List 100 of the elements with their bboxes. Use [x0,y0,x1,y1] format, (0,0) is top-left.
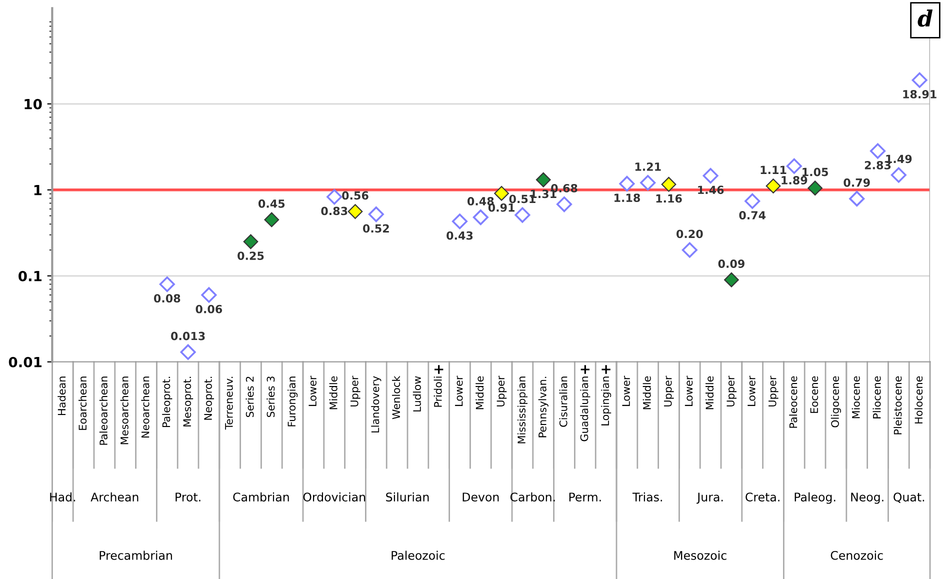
text: Had. [50,492,76,502]
point [514,207,530,223]
text: + [602,365,610,374]
point [326,189,342,205]
point [201,287,217,303]
x-tick-label: Cisuralian [559,376,568,427]
x-tick-label: Holocene [914,376,923,424]
text: Carbon. [510,492,555,502]
data-label: 0.91 [488,203,514,212]
text: Precambrian [100,550,172,560]
data-label: 1.89 [782,176,808,184]
point [180,344,196,360]
text: Creta. [746,492,780,502]
data-label: 18.91 [903,90,936,98]
x-tick-label: Series 3 [266,376,275,418]
data-label: 0.56 [342,191,368,200]
text: Prot. [176,492,200,502]
x-tick-label: Guadalupian [580,376,590,442]
text: Silurian [386,492,429,502]
point [724,272,739,288]
data-label: 0.48 [467,197,494,206]
data-label: 0.83 [321,206,348,216]
x-tick-label: Neoarchean [141,376,150,438]
x-tick-label: Lower [622,376,630,406]
point [368,206,384,222]
x-tick-label: Mesoarchean [120,376,128,444]
x-tick-label: Lower [308,376,316,406]
point [766,178,781,194]
x-tick-label: Oligocene [830,376,842,428]
text: Mesozoic [674,550,726,560]
x-tick-label: Eocene [810,376,818,413]
data-label: 1.21 [635,162,661,171]
x-tick-label: Pennsylvan. [538,376,548,438]
x-tick-label: Lopingian [601,376,612,426]
x-tick-label: Upper [768,376,778,406]
data-label: 0.79 [844,178,870,187]
point [452,214,468,230]
x-tick-label: Upper [664,376,674,406]
x-tick-label: Eoarchean [78,376,87,430]
text: Ordovician [303,492,366,502]
text: + [580,365,590,374]
text: Archean [90,492,138,502]
x-tick-label: Furongian [288,376,298,426]
x-tick-label: Middle [329,376,338,410]
point [243,234,258,250]
text: Neog. [851,492,884,504]
y-tick-label: 1 [34,185,42,196]
data-label: 0.45 [258,199,285,208]
point [786,158,802,174]
point [536,172,551,188]
text: Cambrian [233,492,289,502]
text: Perm. [569,492,601,502]
data-label: 1.49 [886,154,912,164]
x-tick-label: Lower [684,376,693,406]
text: Devon [462,492,499,502]
point [472,210,488,226]
y-tick-label: 10 [24,98,42,110]
data-label: 1.18 [614,194,640,202]
point [348,204,363,219]
data-label: 0.09 [718,260,744,268]
x-tick-label: Llandovery [371,376,382,432]
point [682,242,698,258]
point [808,180,822,196]
x-tick-label: Mesoprot. [183,376,194,426]
x-tick-label: Neoprot. [204,376,214,420]
data-label: 1.05 [802,168,828,176]
x-tick-label: Wenlock [392,376,400,420]
y-tick-label: 0.01 [8,356,42,368]
point [661,176,676,192]
x-tick-label: Paleocene [789,376,798,428]
point [159,276,175,292]
text: Quat. [894,492,924,503]
x-tick-label: Lower [748,376,756,406]
data-label: 1.16 [656,194,682,203]
x-tick-label: Mississippian [517,376,528,444]
point [849,190,865,206]
text: Cenozoic [830,550,883,560]
data-label: 0.25 [238,252,264,260]
data-label: 0.43 [446,231,473,240]
x-tick-label: Paleoarchean [99,376,108,445]
x-tick-label: Upper [350,376,360,406]
data-label: 0.08 [154,294,180,303]
point [870,143,886,159]
x-tick-label: Middle [642,376,651,410]
x-tick-label: Upper [496,376,507,406]
point [264,212,280,228]
data-label: 0.20 [676,230,703,238]
text: + [434,365,444,374]
x-tick-label: Series 2 [246,376,254,418]
x-tick-label: Lower [455,376,463,406]
point [494,186,509,201]
point [640,174,656,191]
data-label: 1.11 [760,166,786,174]
data-label: 0.06 [196,304,222,314]
point [744,193,760,209]
data-label: 0.52 [362,224,389,233]
text: Paleog. [794,492,836,504]
x-tick-label: Pridoli [434,376,442,407]
point [912,72,928,88]
point [702,168,718,184]
